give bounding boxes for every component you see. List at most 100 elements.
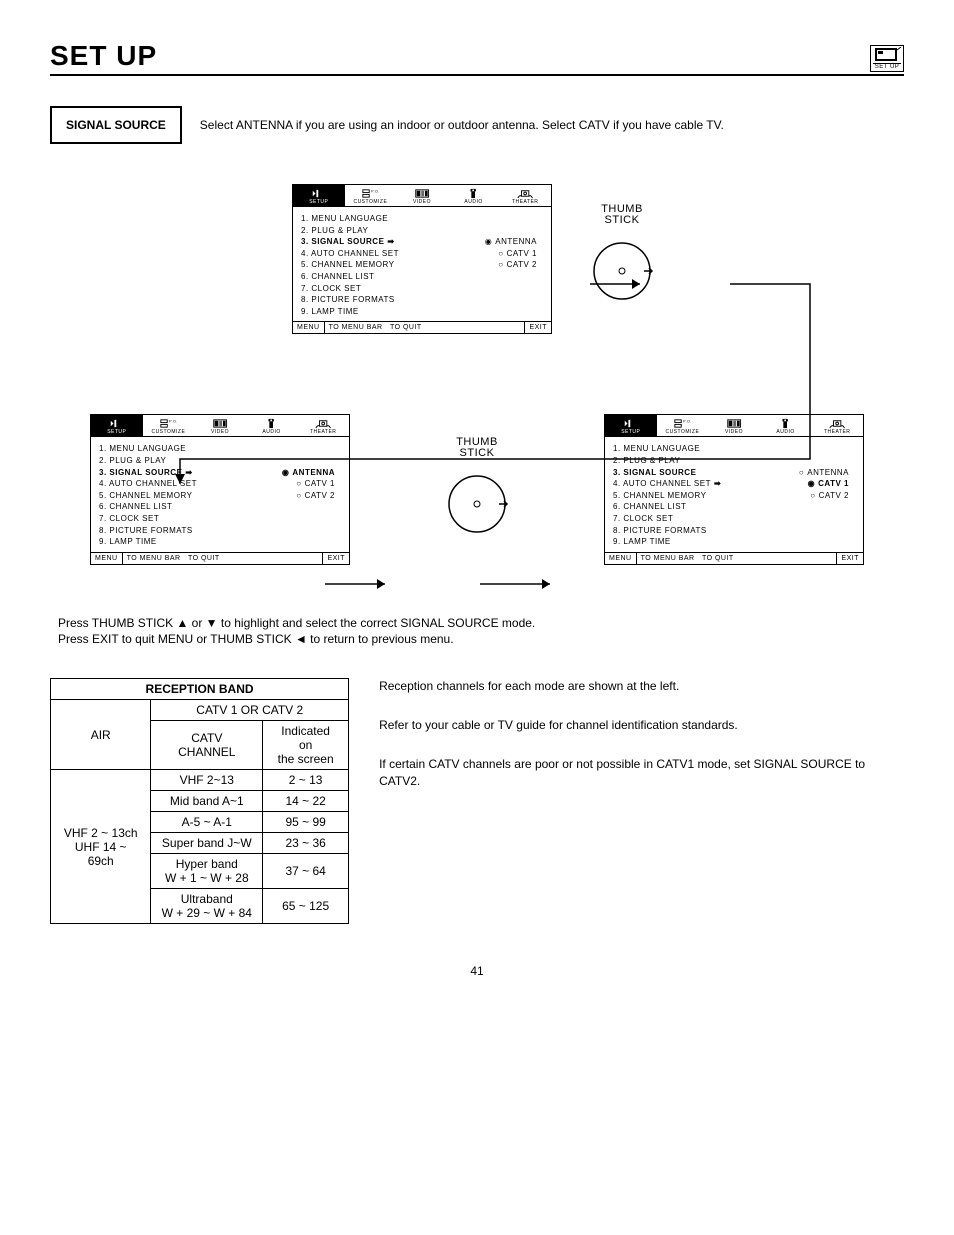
radio-icon: ○: [296, 478, 301, 490]
radio-icon: ○: [498, 248, 503, 260]
menu-item[interactable]: 4. AUTO CHANNEL SET○CATV 1: [99, 478, 341, 490]
footer-to-menu-bar: TO MENU BAR TO QUIT: [637, 553, 837, 564]
footer-exit[interactable]: EXIT: [322, 553, 349, 564]
menu-item[interactable]: 2. PLUG & PLAY: [613, 455, 855, 467]
table-cell: VHF 2~13: [151, 770, 263, 791]
radio-icon: ○: [498, 259, 503, 271]
table-cell: 23 ~ 36: [263, 833, 349, 854]
menu-item[interactable]: 9. LAMP TIME: [99, 536, 341, 548]
menu-tab[interactable]: P.O.PCUSTOMIZE: [657, 415, 709, 436]
menu-item[interactable]: 1. MENU LANGUAGE: [613, 443, 855, 455]
signal-option[interactable]: ○CATV 2: [296, 490, 335, 502]
setup-badge: SET UP: [870, 45, 904, 72]
signal-option[interactable]: ○CATV 2: [810, 490, 849, 502]
page-header: SET UP SET UP: [50, 40, 904, 76]
menu-item[interactable]: 3. SIGNAL SOURCE○ANTENNA: [613, 467, 855, 479]
menu-tab[interactable]: THEATER: [811, 415, 863, 436]
menu-item[interactable]: 8. PICTURE FORMATS: [301, 294, 543, 306]
menu-item[interactable]: 7. CLOCK SET: [99, 513, 341, 525]
footer-menu[interactable]: MENU: [605, 553, 637, 564]
table-cell: Mid band A~1: [151, 791, 263, 812]
arrow-right-icon: ➡: [387, 236, 394, 248]
menu-item[interactable]: 7. CLOCK SET: [613, 513, 855, 525]
menu-item[interactable]: 4. AUTO CHANNEL SET○CATV 1: [301, 248, 543, 260]
table-cell: 2 ~ 13: [263, 770, 349, 791]
reception-paragraphs: Reception channels for each mode are sho…: [379, 678, 904, 811]
menu-item[interactable]: 7. CLOCK SET: [301, 283, 543, 295]
footer-exit[interactable]: EXIT: [524, 322, 551, 333]
para: Refer to your cable or TV guide for chan…: [379, 717, 904, 734]
menu-tab[interactable]: SETUP: [293, 185, 345, 206]
footer-menu[interactable]: MENU: [293, 322, 325, 333]
signal-source-box: SIGNAL SOURCE: [50, 106, 182, 144]
air-range: VHF 2 ~ 13chUHF 14 ~ 69ch: [51, 770, 151, 924]
page-number: 41: [50, 964, 904, 978]
menu-item[interactable]: 2. PLUG & PLAY: [99, 455, 341, 467]
menu-tab[interactable]: AUDIO: [760, 415, 812, 436]
menu-item[interactable]: 6. CHANNEL LIST: [301, 271, 543, 283]
menu-tab[interactable]: VIDEO: [194, 415, 246, 436]
radio-icon: ○: [799, 467, 804, 479]
indicated-header: Indicated onthe screen: [263, 721, 349, 770]
footer-to-menu-bar: TO MENU BAR TO QUIT: [325, 322, 525, 333]
menu-tab[interactable]: P.O.PCUSTOMIZE: [143, 415, 195, 436]
menu-item[interactable]: 8. PICTURE FORMATS: [613, 525, 855, 537]
menu-item[interactable]: 6. CHANNEL LIST: [613, 501, 855, 513]
diagram-area: SETUPP.O.PCUSTOMIZEVIDEOAUDIOTHEATER1. M…: [50, 184, 904, 565]
menu-tab[interactable]: P.O.PCUSTOMIZE: [345, 185, 397, 206]
table-title: RECEPTION BAND: [51, 679, 349, 700]
menu-item[interactable]: 3. SIGNAL SOURCE➡◉ANTENNA: [99, 467, 341, 479]
menu-item[interactable]: 5. CHANNEL MEMORY○CATV 2: [99, 490, 341, 502]
menu-tab[interactable]: VIDEO: [708, 415, 760, 436]
catv-header: CATV 1 OR CATV 2: [151, 700, 349, 721]
signal-option[interactable]: ◉ANTENNA: [282, 467, 335, 479]
reception-band-table: RECEPTION BAND AIR CATV 1 OR CATV 2 CATV…: [50, 678, 349, 924]
menu-tab[interactable]: SETUP: [91, 415, 143, 436]
arrow-right-icon: ➡: [714, 478, 721, 490]
signal-option[interactable]: ○CATV 2: [498, 259, 537, 271]
instructions: Press THUMB STICK ▲ or ▼ to highlight an…: [50, 615, 904, 649]
instruction-line: Press EXIT to quit MENU or THUMB STICK ◄…: [58, 631, 896, 648]
radio-icon: ○: [296, 490, 301, 502]
menu-item[interactable]: 4. AUTO CHANNEL SET➡◉CATV 1: [613, 478, 855, 490]
menu-tab[interactable]: AUDIO: [448, 185, 500, 206]
menu-item[interactable]: 8. PICTURE FORMATS: [99, 525, 341, 537]
menu-item[interactable]: 2. PLUG & PLAY: [301, 225, 543, 237]
air-header: AIR: [51, 700, 151, 770]
menu-item[interactable]: 1. MENU LANGUAGE: [99, 443, 341, 455]
signal-source-row: SIGNAL SOURCE Select ANTENNA if you are …: [50, 106, 904, 144]
menu-tab[interactable]: SETUP: [605, 415, 657, 436]
thumb-stick-2: THUMB STICK: [437, 437, 517, 542]
menu-item[interactable]: 3. SIGNAL SOURCE➡◉ANTENNA: [301, 236, 543, 248]
signal-option[interactable]: ○ANTENNA: [799, 467, 849, 479]
table-cell: A-5 ~ A-1: [151, 812, 263, 833]
signal-source-desc: Select ANTENNA if you are using an indoo…: [200, 118, 724, 132]
footer-menu[interactable]: MENU: [91, 553, 123, 564]
menu-tab[interactable]: VIDEO: [396, 185, 448, 206]
menu-item[interactable]: 5. CHANNEL MEMORY○CATV 2: [613, 490, 855, 502]
thumb-stick-1: THUMB STICK: [582, 204, 662, 309]
instruction-line: Press THUMB STICK ▲ or ▼ to highlight an…: [58, 615, 896, 632]
svg-text:P.O.P: P.O.P: [371, 190, 379, 194]
signal-option[interactable]: ○CATV 1: [296, 478, 335, 490]
table-cell: Hyper bandW + 1 ~ W + 28: [151, 854, 263, 889]
signal-option[interactable]: ◉CATV 1: [808, 478, 849, 490]
signal-option[interactable]: ○CATV 1: [498, 248, 537, 260]
page-title: SET UP: [50, 40, 157, 72]
bottom-columns: RECEPTION BAND AIR CATV 1 OR CATV 2 CATV…: [50, 678, 904, 924]
menu-item[interactable]: 9. LAMP TIME: [301, 306, 543, 318]
menu-tab[interactable]: THEATER: [297, 415, 349, 436]
para: Reception channels for each mode are sho…: [379, 678, 904, 695]
menu-item[interactable]: 6. CHANNEL LIST: [99, 501, 341, 513]
signal-option[interactable]: ◉ANTENNA: [485, 236, 537, 248]
menu-tab[interactable]: AUDIO: [246, 415, 298, 436]
menu-item[interactable]: 1. MENU LANGUAGE: [301, 213, 543, 225]
table-cell: Super band J~W: [151, 833, 263, 854]
menu-item[interactable]: 9. LAMP TIME: [613, 536, 855, 548]
radio-selected-icon: ◉: [485, 236, 492, 248]
menu-tab[interactable]: THEATER: [499, 185, 551, 206]
menu-item[interactable]: 5. CHANNEL MEMORY○CATV 2: [301, 259, 543, 271]
thumb-stick-icon: [437, 459, 517, 539]
catv-channel-header: CATV CHANNEL: [151, 721, 263, 770]
footer-exit[interactable]: EXIT: [836, 553, 863, 564]
